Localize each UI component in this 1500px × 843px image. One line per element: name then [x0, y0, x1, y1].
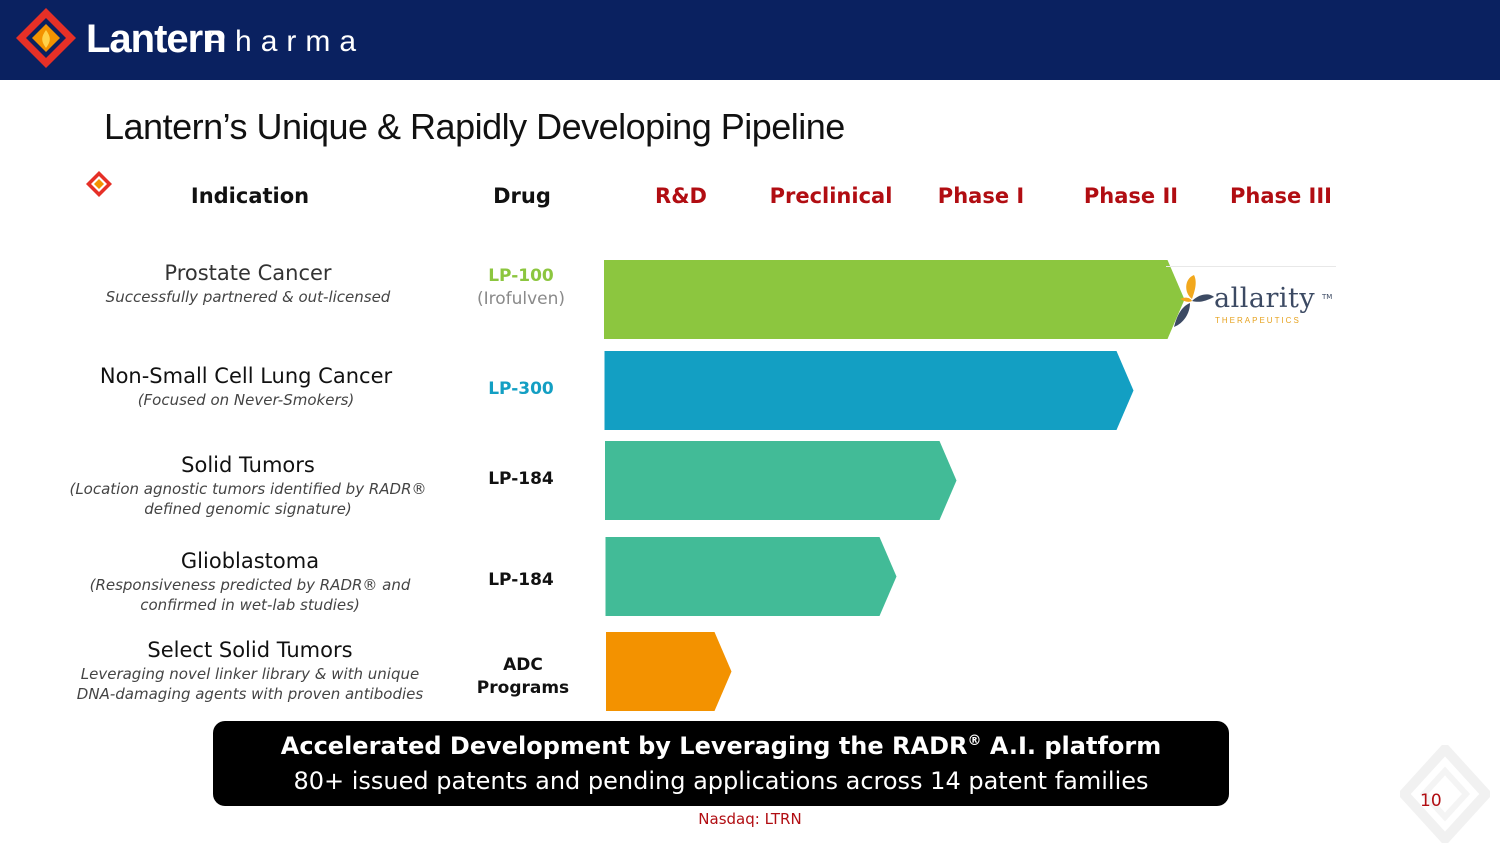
drug-row-5: ADC Programs: [476, 655, 570, 698]
progress-bar-row-5: [606, 632, 732, 711]
page-number: 10: [1420, 791, 1442, 811]
watermark-logo-icon: [1400, 745, 1490, 843]
header-stage-phase1: Phase I: [937, 184, 1025, 208]
drug-name: LP-100: [488, 266, 554, 286]
drug-row-2: LP-300: [488, 379, 554, 399]
allarity-logo: allarity TM THERAPEUTICS: [1166, 266, 1336, 331]
header-drug: Drug: [493, 184, 551, 208]
page-title: Lantern’s Unique & Rapidly Developing Pi…: [104, 106, 845, 147]
header-stage-rd: R&D: [655, 184, 707, 208]
drug-subname: (Irofulven): [476, 289, 566, 309]
indication-row-3: Solid Tumors (Location agnostic tumors i…: [63, 451, 433, 519]
indication-row-5: Select Solid Tumors Leveraging novel lin…: [65, 636, 435, 704]
butterfly-icon: [1174, 275, 1214, 327]
header-stage-phase3: Phase III: [1229, 184, 1333, 208]
footer-ticker: Nasdaq: LTRN: [698, 810, 802, 828]
banner-headline-text: Accelerated Development by Leveraging th…: [280, 732, 968, 760]
header-stage-phase2: Phase II: [1083, 184, 1179, 208]
indication-subtitle: (Responsiveness predicted by RADR® and c…: [89, 576, 411, 614]
indication-subtitle: (Focused on Never-Smokers): [137, 391, 355, 409]
lantern-small-logo-icon: [86, 171, 112, 197]
indication-title: Prostate Cancer: [164, 261, 332, 285]
banner-subline: 80+ issued patents and pending applicati…: [293, 767, 1149, 795]
indication-title: Glioblastoma: [180, 549, 320, 573]
drug-row-3: LP-184: [488, 469, 554, 489]
progress-bar-row-4: [605, 537, 897, 616]
indication-subtitle: Successfully partnered & out-licensed: [105, 288, 391, 306]
banner-headline-suffix: A.I. platform: [981, 732, 1162, 760]
top-bar: Lantern Pharma: [0, 0, 1500, 80]
partner-tagline: THERAPEUTICS: [1215, 316, 1301, 325]
indication-title: Solid Tumors: [181, 453, 315, 477]
header-stage-preclinical: Preclinical: [769, 184, 893, 208]
drug-row-4: LP-184: [488, 570, 554, 590]
partner-name: allarity: [1214, 283, 1316, 314]
indication-title: Select Solid Tumors: [147, 638, 353, 662]
banner-headline: Accelerated Development by Leveraging th…: [213, 732, 1229, 760]
progress-bar-row-3: [605, 441, 957, 520]
progress-bar-row-2: [604, 351, 1134, 430]
lantern-logo-icon: [16, 8, 76, 68]
registered-mark: ®: [967, 733, 982, 749]
indication-row-2: Non-Small Cell Lung Cancer (Focused on N…: [61, 362, 431, 410]
indication-subtitle: (Location agnostic tumors identified by …: [69, 480, 427, 518]
indication-row-1: Prostate Cancer Successfully partnered &…: [63, 259, 433, 307]
header-indication: Indication: [190, 184, 310, 208]
indication-title: Non-Small Cell Lung Cancer: [99, 364, 393, 388]
indication-subtitle: Leveraging novel linker library & with u…: [76, 665, 424, 703]
brand-name: Lantern: [86, 17, 227, 61]
partner-trademark: TM: [1322, 293, 1333, 301]
radr-banner: Accelerated Development by Leveraging th…: [213, 721, 1229, 806]
progress-bar-row-1: [604, 260, 1185, 339]
drug-row-1: LP-100 (Irofulven): [451, 265, 591, 311]
brand-sub: Pharma: [206, 25, 366, 58]
indication-row-4: Glioblastoma (Responsiveness predicted b…: [65, 547, 435, 615]
